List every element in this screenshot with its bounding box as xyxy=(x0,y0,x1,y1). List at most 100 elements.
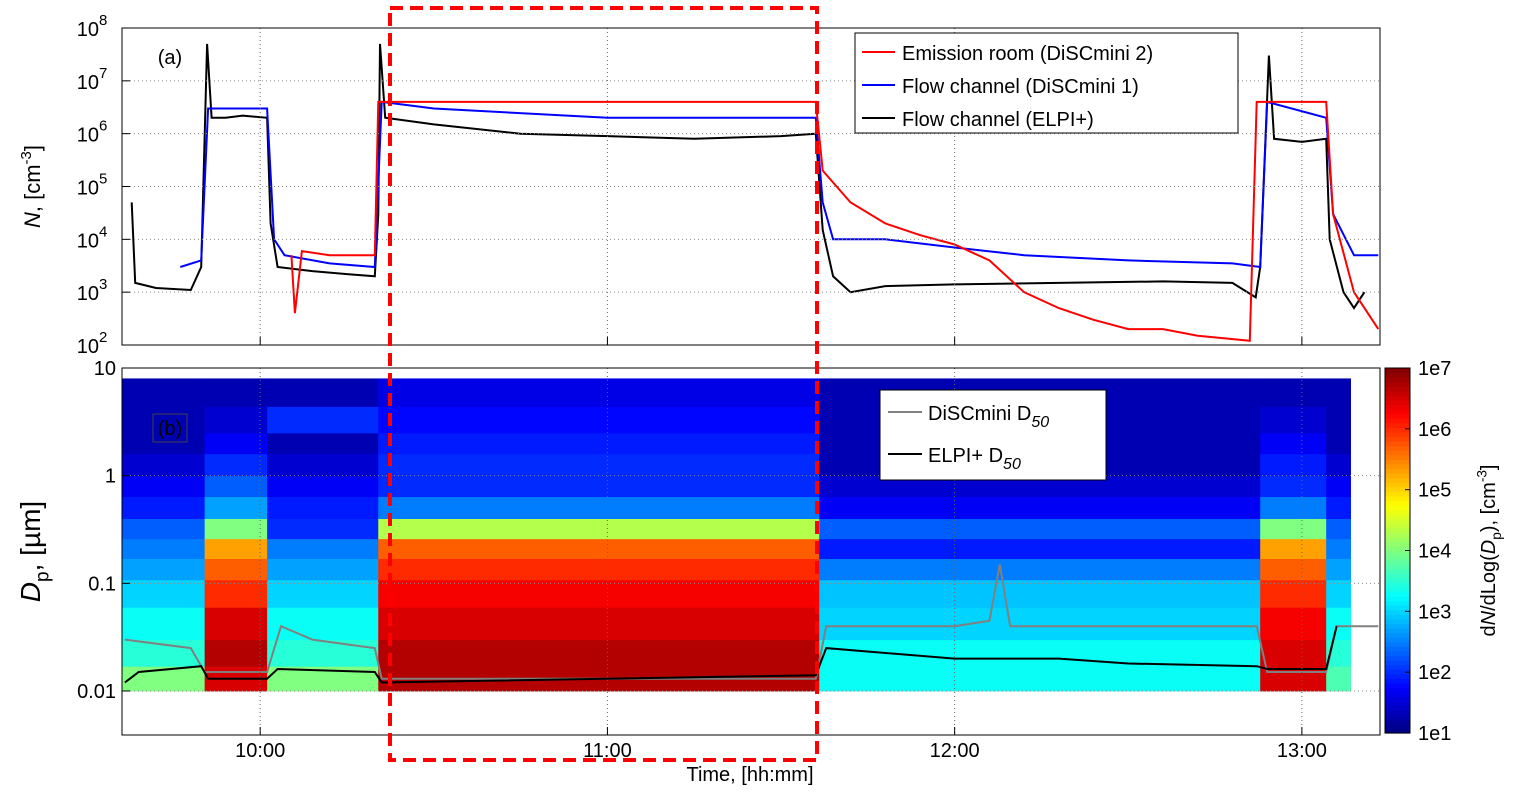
heatmap-cell xyxy=(1326,518,1351,540)
series-line xyxy=(130,43,1366,310)
heatmap-cell xyxy=(1260,666,1327,692)
label-part: N xyxy=(20,212,45,228)
colorbar-tick-label: 1e4 xyxy=(1418,541,1451,563)
heatmap-cell xyxy=(1260,579,1327,608)
colorbar-slice xyxy=(1385,386,1410,392)
colorbar-slice xyxy=(1385,678,1410,684)
y-tick-label: 1 xyxy=(105,466,116,488)
colorbar-slice xyxy=(1385,482,1410,488)
colorbar-slice xyxy=(1385,555,1410,561)
colorbar-slice xyxy=(1385,468,1410,474)
heatmap-cell xyxy=(819,518,1261,540)
colorbar-slice xyxy=(1385,536,1410,542)
heatmap-cell xyxy=(819,607,1261,641)
heatmap-cell xyxy=(1326,538,1351,560)
colorbar-slice xyxy=(1385,545,1410,552)
plot-frame xyxy=(121,27,1381,346)
heatmap-cell xyxy=(267,518,379,540)
colorbar-slice xyxy=(1385,596,1410,602)
heatmap-cell xyxy=(1260,475,1327,498)
plot-area xyxy=(122,378,1379,692)
colorbar-slice xyxy=(1385,573,1410,579)
heatmap-cell xyxy=(378,579,820,608)
heatmap-cell xyxy=(1326,378,1351,407)
heatmap-cell xyxy=(378,406,820,434)
y-tick-label: 105 xyxy=(77,171,108,200)
heatmap-cell xyxy=(1326,607,1351,641)
heatmap-cell xyxy=(204,639,268,667)
y-tick-base: 10 xyxy=(77,283,99,305)
colorbar-slice xyxy=(1385,459,1410,465)
heatmap-cell xyxy=(378,607,820,641)
colorbar-slice xyxy=(1385,404,1410,410)
heatmap-cell xyxy=(267,579,379,608)
y-tick-label: 103 xyxy=(77,276,108,305)
heatmap-cell xyxy=(267,406,379,434)
heatmap-cell xyxy=(122,453,206,477)
heatmap-cell xyxy=(1260,518,1327,540)
heatmap-cell xyxy=(122,406,206,434)
heatmap-cell xyxy=(378,496,820,519)
label-part: -3 xyxy=(18,151,35,164)
heatmap-cell xyxy=(204,475,268,498)
heatmap-cell xyxy=(378,453,820,477)
heatmap-cell xyxy=(267,453,379,477)
heatmap-cell xyxy=(1260,558,1327,581)
heatmap-cell xyxy=(122,579,206,608)
colorbar-slice xyxy=(1385,441,1410,447)
heatmap-cell xyxy=(204,579,268,608)
panel-label: (b) xyxy=(158,418,182,440)
heatmap-cell xyxy=(204,558,268,581)
label-part: ), [cm xyxy=(1478,482,1500,532)
heatmap-cell xyxy=(204,378,268,407)
y-tick-exponent: 7 xyxy=(99,65,107,82)
heatmap-cell xyxy=(204,453,268,477)
heatmap-cell xyxy=(1326,432,1351,455)
legend-box xyxy=(854,32,1239,134)
label-part: , [cm xyxy=(20,164,45,212)
heatmap-cell xyxy=(267,378,379,407)
legend-label: ELPI+ D50 xyxy=(928,445,1021,473)
colorbar-slice xyxy=(1385,527,1410,533)
colorbar-slice xyxy=(1385,664,1410,670)
heatmap-cell xyxy=(819,475,1261,498)
colorbar-slice xyxy=(1385,705,1410,711)
colorbar-slice xyxy=(1385,710,1410,716)
colorbar-slice xyxy=(1385,399,1410,406)
heatmap-cell xyxy=(819,666,1261,692)
colorbar-label: dN/dLog(Dp), [cm-3] xyxy=(1475,465,1504,637)
label-part: ] xyxy=(20,145,45,151)
colorbar-slice xyxy=(1385,682,1410,688)
colorbar-slice xyxy=(1385,669,1410,675)
heatmap-cell xyxy=(1326,453,1351,477)
heatmap-cell xyxy=(1326,475,1351,498)
heatmap-cell xyxy=(819,496,1261,519)
colorbar-slice xyxy=(1385,427,1410,433)
heatmap-cell xyxy=(1260,378,1327,407)
colorbar-slice xyxy=(1385,650,1410,657)
heatmap-cell xyxy=(1260,538,1327,560)
heatmap-cell xyxy=(1326,558,1351,581)
y-tick-base: 10 xyxy=(77,19,99,41)
plot-area xyxy=(130,43,1380,342)
label-part: N xyxy=(1478,610,1500,625)
colorbar-slice xyxy=(1385,568,1410,574)
heatmap-cell xyxy=(1326,666,1351,692)
colorbar-slice xyxy=(1385,372,1410,378)
colorbar-tick-label: 1e7 xyxy=(1418,358,1451,380)
colorbar-slice xyxy=(1385,559,1410,565)
y-tick-label: 107 xyxy=(77,65,108,94)
y-tick-base: 10 xyxy=(77,336,99,358)
heatmap-cell xyxy=(378,475,820,498)
colorbar-slice xyxy=(1385,623,1410,629)
colorbar-slice xyxy=(1385,577,1410,584)
heatmap-cell xyxy=(122,496,206,519)
heatmap-cell xyxy=(267,639,379,667)
heatmap-cell xyxy=(267,538,379,560)
legend-label: Emission room (DiSCmini 2) xyxy=(902,43,1153,65)
colorbar-slice xyxy=(1385,550,1410,556)
colorbar-tick-label: 1e1 xyxy=(1418,723,1451,745)
colorbar-slice xyxy=(1385,582,1410,588)
